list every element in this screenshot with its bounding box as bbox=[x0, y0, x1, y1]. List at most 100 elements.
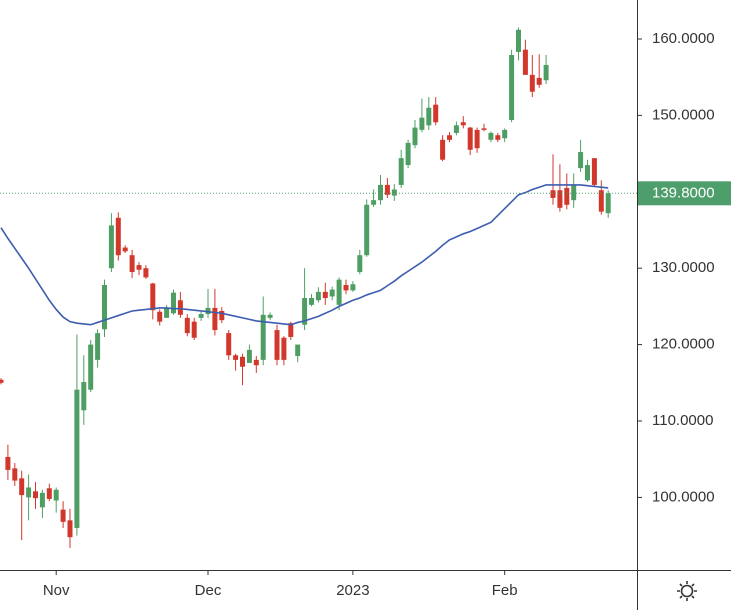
candle-body bbox=[260, 314, 266, 360]
y-tick-label: 130.0000 bbox=[652, 259, 715, 276]
candle-body bbox=[384, 184, 390, 195]
candle-body bbox=[46, 488, 52, 499]
candle-body bbox=[267, 314, 273, 318]
y-tick-label: 100.0000 bbox=[652, 488, 715, 505]
candle-body bbox=[460, 122, 466, 126]
candle-body bbox=[12, 468, 18, 481]
candle-body bbox=[433, 104, 439, 123]
candle-body bbox=[143, 268, 149, 278]
candle-body bbox=[336, 279, 342, 305]
candle-body bbox=[426, 107, 432, 126]
candle-body bbox=[150, 283, 156, 311]
candle-body bbox=[108, 225, 114, 269]
candle-body bbox=[378, 184, 383, 201]
candle-body bbox=[240, 356, 245, 367]
candle-body bbox=[529, 74, 535, 92]
candle-body bbox=[253, 359, 259, 366]
candle-body bbox=[440, 139, 446, 160]
candle-body bbox=[591, 158, 597, 185]
candle-body bbox=[605, 193, 611, 214]
candle-body bbox=[226, 333, 232, 356]
plot-area bbox=[0, 27, 611, 548]
x-tick-label: 2023 bbox=[336, 582, 369, 599]
candle-body bbox=[74, 389, 80, 528]
candle-body bbox=[447, 135, 452, 140]
candle-body bbox=[122, 247, 128, 252]
candle-body bbox=[571, 184, 577, 201]
candle-body bbox=[543, 64, 549, 81]
candle-body bbox=[467, 127, 473, 150]
candle-body bbox=[281, 337, 287, 360]
y-tick-label: 110.0000 bbox=[652, 412, 713, 429]
candle-body bbox=[495, 135, 501, 140]
candle-body bbox=[288, 323, 294, 337]
candle-body bbox=[550, 190, 556, 198]
candle-body bbox=[481, 128, 487, 130]
candle-body bbox=[184, 317, 190, 334]
settings-icon[interactable] bbox=[677, 581, 697, 601]
moving-average bbox=[0, 184, 609, 326]
candle-body bbox=[371, 200, 377, 205]
candle-body bbox=[405, 142, 411, 166]
last-price-box bbox=[638, 181, 731, 206]
candle-body bbox=[81, 382, 87, 411]
last-price-label: 139.8000 bbox=[652, 184, 715, 201]
candle-body bbox=[53, 489, 59, 501]
candle-body bbox=[357, 255, 363, 273]
candle-body bbox=[177, 300, 183, 315]
candle-body bbox=[60, 509, 66, 522]
candle-body bbox=[198, 314, 204, 318]
candle-body bbox=[488, 132, 494, 140]
candle-body bbox=[88, 344, 94, 390]
candle-body bbox=[578, 152, 584, 169]
candle-body bbox=[502, 129, 508, 139]
candle-body bbox=[309, 297, 314, 305]
candle-body bbox=[39, 492, 45, 508]
candle-body bbox=[564, 187, 570, 205]
candle-body bbox=[191, 321, 197, 338]
candle-body bbox=[5, 456, 11, 470]
candle-body bbox=[164, 307, 170, 318]
candle-body bbox=[516, 29, 521, 52]
x-tick-label: Feb bbox=[492, 582, 518, 599]
candle-body bbox=[419, 117, 425, 130]
candle-body bbox=[136, 265, 142, 270]
candle-body bbox=[246, 349, 252, 363]
candle-body bbox=[302, 297, 308, 325]
candle-body bbox=[536, 77, 542, 85]
x-tick-label: Nov bbox=[43, 582, 70, 599]
candle-body bbox=[474, 129, 480, 149]
candle-body bbox=[329, 289, 335, 297]
candle-body bbox=[26, 487, 32, 498]
candle-body bbox=[274, 330, 280, 360]
candle-body bbox=[598, 190, 604, 212]
candle-body bbox=[509, 55, 515, 120]
y-tick-label: 150.0000 bbox=[652, 106, 715, 123]
candle-body bbox=[391, 189, 397, 196]
candle-body bbox=[522, 49, 528, 75]
candle-body bbox=[350, 284, 356, 291]
candle-body bbox=[343, 285, 349, 291]
candle-body bbox=[171, 292, 176, 314]
candle-body bbox=[33, 491, 38, 499]
candle-body bbox=[0, 379, 4, 383]
candle-body bbox=[115, 217, 121, 256]
candle-body bbox=[19, 478, 25, 496]
candle-body bbox=[102, 285, 107, 330]
candle-body bbox=[364, 204, 370, 256]
candle-body bbox=[67, 520, 73, 538]
candle-body bbox=[557, 190, 563, 208]
candle-body bbox=[212, 307, 218, 331]
y-tick-label: 120.0000 bbox=[652, 336, 715, 353]
candle-body bbox=[295, 344, 301, 357]
y-tick-label: 160.0000 bbox=[652, 30, 715, 47]
candle-body bbox=[129, 255, 135, 273]
candle-body bbox=[315, 291, 321, 301]
candle-body bbox=[322, 291, 328, 298]
candle-body bbox=[157, 311, 163, 322]
candle-body bbox=[585, 165, 590, 181]
candle-body bbox=[453, 125, 459, 133]
candle-body bbox=[398, 158, 404, 185]
candle-body bbox=[219, 310, 225, 321]
